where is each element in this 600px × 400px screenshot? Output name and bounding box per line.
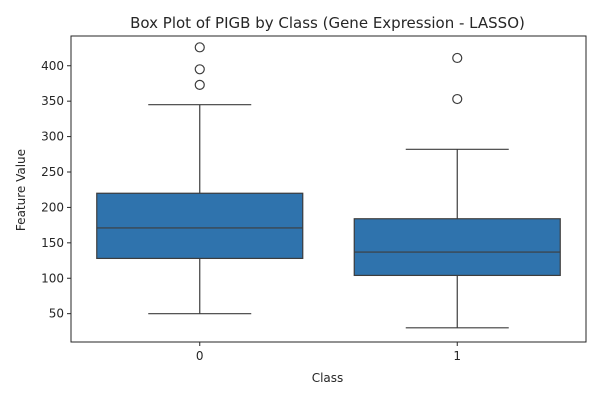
- box-class-0: [96, 192, 304, 260]
- y-tick-label: 250: [41, 165, 64, 179]
- y-tick-label: 150: [41, 236, 64, 250]
- x-tick-label: 0: [196, 349, 204, 363]
- outlier-point: [194, 79, 205, 90]
- y-tick-label: 400: [41, 59, 64, 73]
- y-tick-label: 50: [49, 307, 64, 321]
- y-tick-label: 300: [41, 130, 64, 144]
- x-axis-label: Class: [312, 371, 344, 385]
- y-axis-label: Feature Value: [14, 149, 28, 231]
- y-tick-label: 100: [41, 271, 64, 285]
- plot-area: 50 100 150 200 250 300 350 400 0 1: [41, 35, 587, 363]
- y-tick-label: 350: [41, 94, 64, 108]
- outlier-point: [452, 93, 463, 105]
- x-tick-label: 1: [453, 349, 461, 363]
- plot-frame: [70, 35, 587, 343]
- chart-title: Box Plot of PIGB by Class (Gene Expressi…: [130, 14, 525, 32]
- box-class-1: [353, 218, 561, 277]
- outlier-point: [194, 64, 205, 75]
- outlier-point: [452, 52, 463, 64]
- outlier-point: [194, 42, 205, 53]
- y-tick-label: 200: [41, 200, 64, 214]
